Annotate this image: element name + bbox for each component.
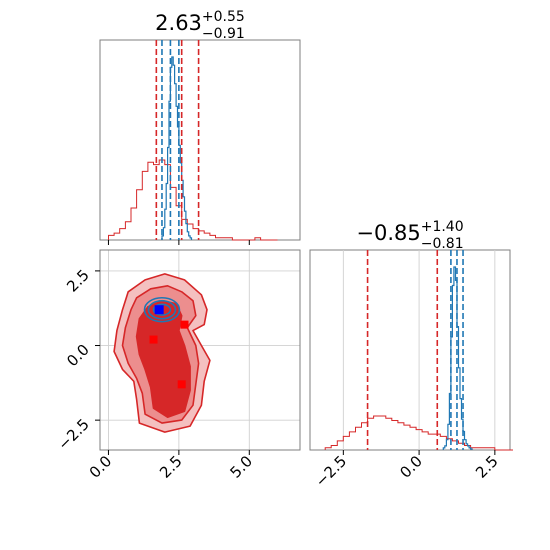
x-tick-label: 2.5 (156, 452, 186, 482)
marginal-y-title: −0.85+1.40 −0.81 (356, 219, 463, 252)
blue-marker (154, 305, 164, 315)
x-tick-label: −2.5 (312, 452, 350, 490)
x-tick-label: 0.0 (86, 452, 116, 482)
blue-density-contour-3 (143, 296, 181, 323)
joint-frame (99, 249, 301, 451)
red-marker (177, 380, 186, 389)
marginal-y-frame (309, 249, 511, 451)
marginal-x-frame (99, 39, 301, 241)
blue-density-contour-1 (152, 303, 172, 316)
x-tick-label: 2.5 (472, 452, 502, 482)
blue-density-contour-2 (147, 299, 177, 320)
marginal-histogram-x: 2.63+0.55 −0.91 (99, 9, 301, 245)
red-marker (180, 320, 189, 329)
x-tick-label: 0.0 (396, 452, 426, 482)
red-histogram (108, 159, 278, 241)
y-tick-label: 2.5 (63, 266, 93, 296)
red-marker (149, 335, 158, 344)
blue-histogram (161, 56, 193, 240)
y-tick-label: −2.5 (54, 415, 92, 453)
y-tick-label: 0.0 (63, 341, 93, 371)
joint-contour-plot: 0.0 2.5 5.0 −2.50.02.5 (54, 249, 301, 482)
marginal-x-title: 2.63+0.55 −0.91 (155, 9, 245, 42)
marginal-histogram-y: −2.5 0.0 2.5 −0.85+1.40 −0.81 (309, 219, 513, 491)
x-tick-label: 5.0 (227, 452, 257, 482)
